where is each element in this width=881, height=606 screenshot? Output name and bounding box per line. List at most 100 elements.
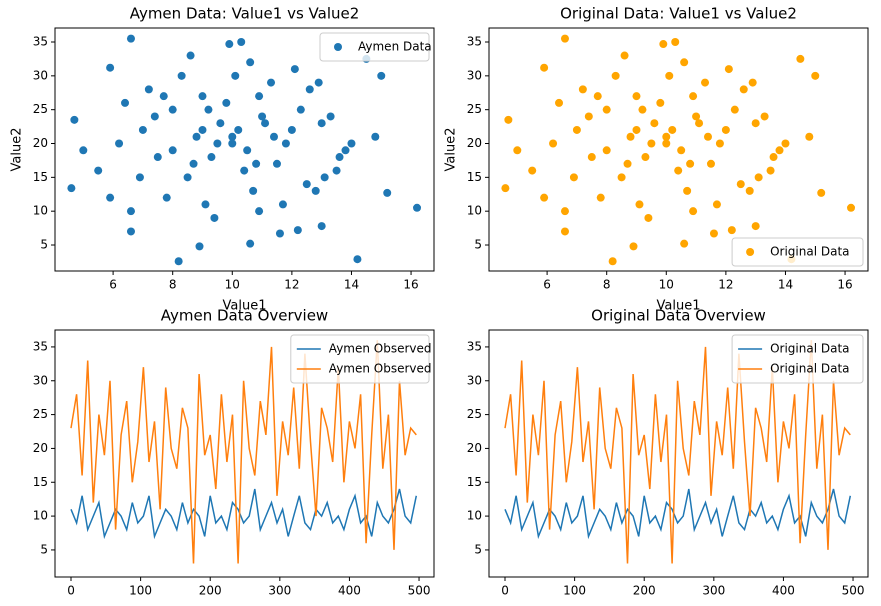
legend-label: Original Data [770,362,849,376]
scatter-point [252,159,261,168]
y-tick-label: 30 [33,373,48,387]
legend-marker [334,43,342,51]
scatter-point [168,146,177,155]
scatter-point [237,38,246,47]
scatter-point [293,226,302,235]
scatter-point [754,173,763,182]
scatter-point [311,186,320,195]
scatter-point [213,139,222,148]
scatter-point [138,125,147,134]
axes-frame [488,27,869,272]
scatter-point [177,71,186,80]
y-tick-label: 15 [467,475,482,489]
scatter-point [587,153,596,162]
y-tick-label: 15 [33,170,48,184]
legend-label: Aymen Observed [329,342,432,356]
scatter-point [560,34,569,43]
scatter-point [150,112,159,121]
legend-box [731,237,864,267]
scatter-point [192,132,201,141]
scatter-point [748,78,757,87]
scatter-point [569,173,578,182]
line-series [504,488,852,540]
x-tick-label: 8 [603,278,611,292]
scatter-point [246,239,255,248]
y-tick-label: 10 [467,204,482,218]
line-series [70,340,417,564]
scatter-point [560,227,569,236]
x-tick-label: 0 [67,584,75,598]
scatter-point [602,105,611,114]
scatter-point [662,139,671,148]
scatter-point [644,213,653,222]
x-tick-label: 12 [718,278,733,292]
x-tick-label: 400 [772,584,795,598]
scatter-point [162,193,171,202]
subplot: Original Data: Value1 vs Value2 6 8 10 12 14 1… [444,5,869,314]
subplot: Aymen Data: Value1 vs Value2 6 8 10 12 14 16 5 1… [10,5,435,314]
scatter-point [204,105,213,114]
scatter-point [198,92,207,101]
scatter-point [683,186,692,195]
legend-box [319,32,430,62]
y-tick-label: 20 [467,136,482,150]
y-tick-label: 10 [33,509,48,523]
scatter-point [70,115,79,124]
x-axis-label: Value1 [657,299,701,314]
scatter-point [255,207,264,216]
axes-frame [488,329,869,578]
y-tick-label: 25 [33,102,48,116]
scatter-point [269,132,278,141]
scatter-point [186,51,195,60]
scatter-point [287,125,296,134]
scatter-point [724,65,733,74]
scatter-point [721,125,730,134]
scatter-point [243,146,252,155]
x-tick-label: 10 [659,278,674,292]
scatter-point [159,92,168,101]
scatter-point [353,255,362,264]
scatter-point [596,193,605,202]
scatter-point [686,159,695,168]
subplot: Aymen Data Overview 0 100 200 300 400 500 5 10 15… [33,307,435,598]
scatter-point [706,159,715,168]
y-tick-label: 25 [33,407,48,421]
scatter-point [811,71,820,80]
scatter-point [249,186,258,195]
scatter-point [183,173,192,182]
scatter-point [413,203,422,212]
scatter-point [153,153,162,162]
scatter-point [255,92,264,101]
scatter-point [560,207,569,216]
scatter-point [317,222,326,231]
scatter-point [781,139,790,148]
scatter-point [332,166,341,175]
scatter-point [504,115,513,124]
scatter-point [383,188,392,197]
scatter-point [216,119,225,128]
scatter-point [703,132,712,141]
scatter-point [540,193,549,202]
scatter-point [668,125,677,134]
scatter-point [341,146,350,155]
x-tick-label: 300 [702,584,725,598]
scatter-point [632,125,641,134]
legend-box [731,334,864,384]
scatter-point [751,222,760,231]
scatter-point [689,92,698,101]
x-tick-label: 200 [199,584,222,598]
scatter-point [662,132,671,141]
subplot-title: Original Data Overview [591,307,766,325]
scatter-point [647,139,656,148]
scatter-point [246,58,255,67]
scatter-point [195,242,204,251]
scatter-point [739,85,748,94]
scatter-point [680,239,689,248]
y-tick-label: 25 [467,102,482,116]
subplot: Original Data Overview 0 100 200 300 400 500 5 1… [467,307,869,598]
x-tick-label: 500 [408,584,431,598]
scatter-point [775,146,784,155]
scatter-point [555,98,564,107]
y-tick-label: 20 [33,441,48,455]
scatter-point [296,105,305,114]
